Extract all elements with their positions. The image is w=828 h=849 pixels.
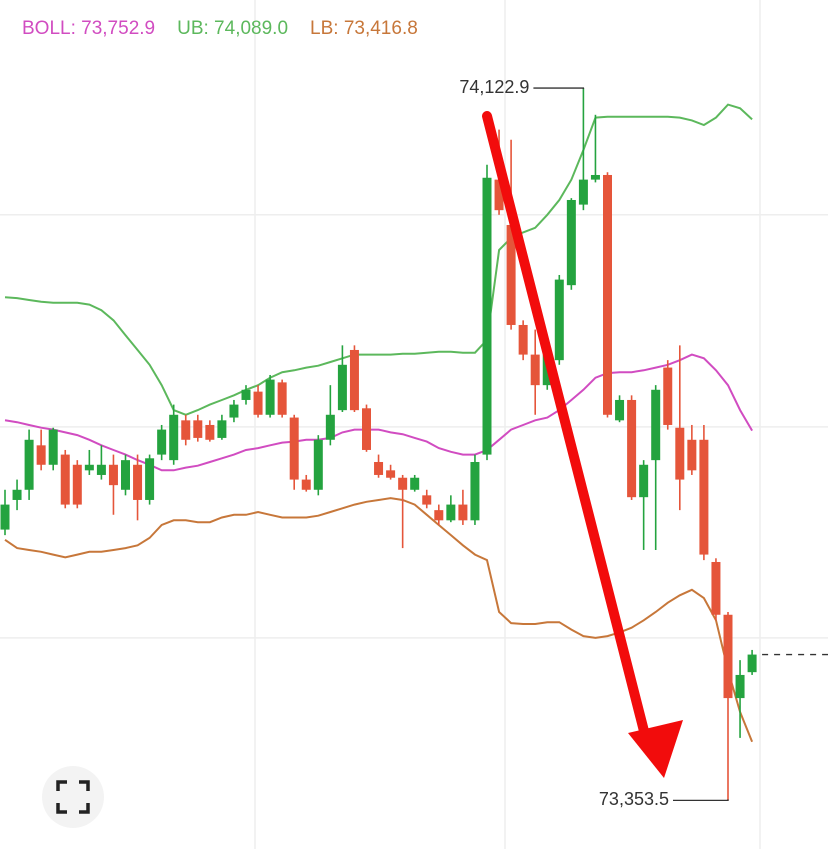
candle-body	[663, 367, 673, 425]
candle-body	[711, 561, 721, 615]
candle-body	[301, 479, 311, 490]
candle-body	[615, 399, 625, 421]
candle-body	[253, 391, 263, 415]
candle-body	[422, 495, 432, 505]
candle-body	[735, 674, 745, 699]
candle-body	[60, 454, 70, 505]
candle-body	[566, 199, 576, 286]
candle-body	[578, 179, 588, 205]
candle-body	[265, 379, 275, 415]
candle-body	[289, 417, 299, 480]
low-label: 73,353.5	[599, 789, 669, 809]
candle-body	[337, 364, 347, 411]
candle-body	[458, 504, 468, 521]
candle-body	[482, 177, 492, 455]
band-line	[4, 353, 753, 472]
overlay: 74,122.9 73,353.5	[459, 77, 828, 809]
candle-body	[362, 408, 371, 450]
band-line	[4, 497, 754, 743]
candle-body	[217, 420, 227, 438]
candle-body	[590, 174, 600, 180]
legend-entry: BOLL: 73,752.9	[22, 18, 155, 39]
fullscreen-icon[interactable]	[56, 780, 90, 814]
legend-entry: LB: 73,416.8	[310, 18, 418, 39]
candle-body	[24, 439, 34, 490]
candle-body	[446, 504, 456, 521]
fullscreen-button[interactable]	[42, 766, 104, 828]
candle-body	[410, 477, 420, 490]
fullscreen-button-bg[interactable]	[42, 766, 104, 828]
candle-body	[48, 429, 58, 465]
candle-body	[603, 174, 612, 415]
candle-body	[12, 489, 22, 500]
candle-body	[639, 464, 649, 498]
candle-body	[398, 477, 408, 490]
candle-body	[518, 324, 528, 355]
candle-body	[506, 224, 516, 325]
candle-body	[651, 389, 661, 461]
candle-body	[349, 349, 359, 411]
low-leader	[673, 799, 729, 802]
candle-body	[747, 654, 757, 673]
high-label: 74,122.9	[459, 77, 529, 97]
candle-body	[434, 510, 444, 521]
candle-body	[133, 464, 143, 500]
candle-body	[627, 399, 637, 498]
candle-body	[145, 458, 155, 500]
arrow-shaft	[482, 111, 650, 740]
candle-body	[36, 445, 46, 465]
candle-body	[313, 439, 323, 490]
trend-arrow	[482, 111, 683, 778]
bands	[4, 103, 754, 743]
candle-body	[72, 464, 82, 505]
candle-body	[193, 420, 203, 438]
candle-body	[470, 461, 480, 521]
arrow-head	[628, 720, 683, 778]
candle-body	[699, 439, 709, 555]
candle-body	[554, 279, 564, 361]
high-leader	[533, 87, 585, 90]
candle-body	[108, 464, 118, 486]
candle-body	[205, 424, 215, 440]
candle-body	[530, 354, 540, 386]
candle-body	[169, 414, 179, 461]
candle-body	[181, 420, 191, 440]
candle-body	[494, 179, 504, 211]
band-line	[4, 103, 753, 416]
candles	[0, 88, 757, 801]
candle-body	[96, 464, 106, 475]
candle-body	[386, 470, 396, 478]
candle-body	[325, 414, 335, 440]
candle-body	[723, 614, 733, 699]
legend-entry: UB: 74,089.0	[177, 18, 288, 39]
candle-body	[121, 460, 130, 490]
candle-body	[157, 429, 167, 455]
candle-body	[687, 439, 697, 471]
candle-body	[675, 427, 685, 480]
candle-body	[277, 382, 287, 415]
candle-body	[229, 404, 239, 418]
candle-body	[374, 461, 384, 475]
candle-body	[84, 464, 94, 471]
candle-body	[241, 389, 251, 400]
candle-body	[0, 504, 10, 530]
